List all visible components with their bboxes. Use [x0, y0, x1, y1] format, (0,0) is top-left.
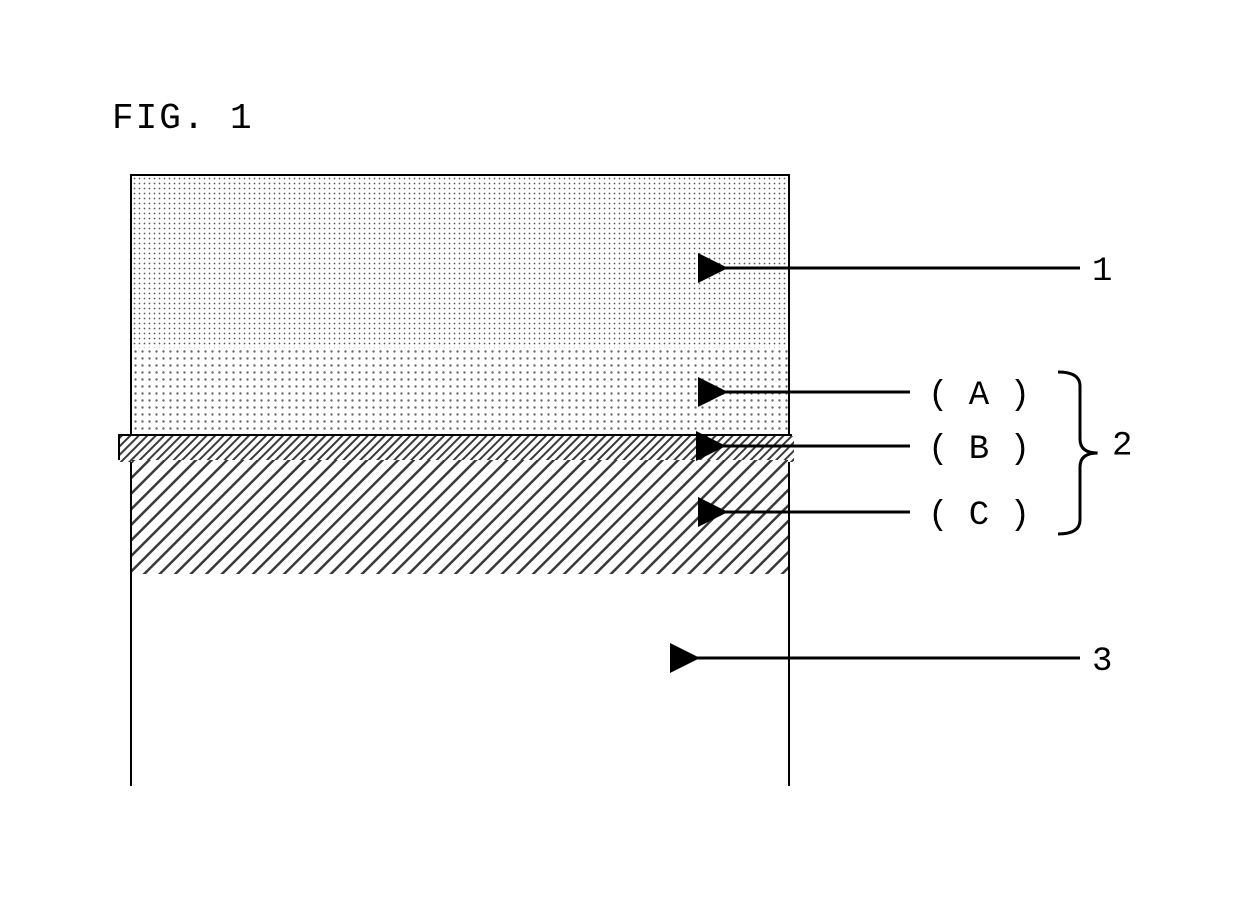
- layer-stack: [130, 174, 790, 786]
- layer-layer-1: [132, 176, 788, 348]
- figure-canvas: FIG. 1 1 ( A ) ( B ) ( C ) 3 2: [0, 0, 1240, 908]
- layer-label: 3: [1092, 643, 1112, 681]
- layer-layer-C: [132, 460, 788, 574]
- layer-label: ( C ): [928, 497, 1030, 535]
- layer-layer-A: [132, 348, 788, 434]
- layer-label: 1: [1092, 253, 1112, 291]
- layer-label: ( B ): [928, 431, 1030, 469]
- figure-title: FIG. 1: [112, 98, 254, 139]
- group-brace: [1058, 372, 1098, 534]
- layer-label: ( A ): [928, 377, 1030, 415]
- layer-layer-B: [118, 434, 792, 460]
- layer-layer-3: [132, 574, 788, 788]
- group-label: 2: [1112, 428, 1132, 466]
